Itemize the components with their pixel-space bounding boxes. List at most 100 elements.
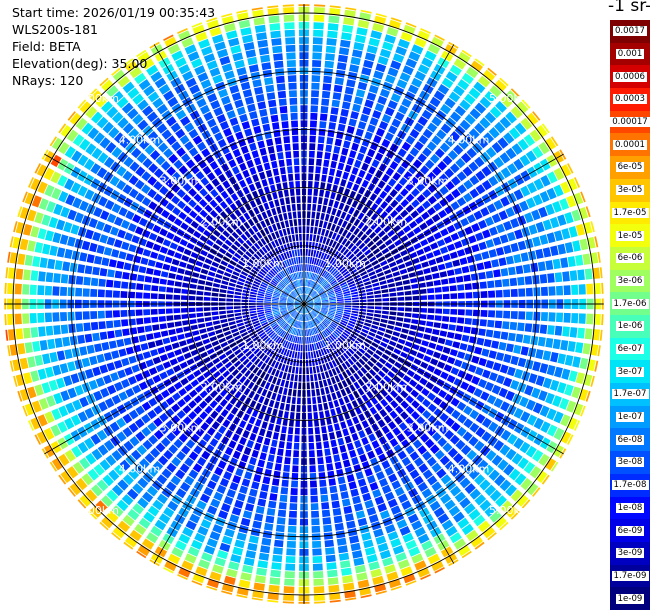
range-gate [79, 252, 88, 262]
nrays-text: NRays: 120 [12, 73, 84, 88]
range-gate [317, 227, 322, 235]
range-gate [396, 79, 408, 89]
range-gate [449, 349, 458, 357]
range-gate [493, 398, 504, 409]
range-gate [305, 241, 309, 249]
range-gate [315, 334, 319, 342]
range-gate [271, 323, 278, 328]
range-gate [474, 122, 486, 134]
range-gate [408, 546, 421, 557]
range-gate [206, 361, 214, 369]
range-gate [23, 223, 33, 236]
range-gate [487, 280, 495, 289]
range-gate [160, 437, 171, 448]
range-gate [244, 369, 251, 378]
range-gate [340, 246, 347, 254]
range-gate [351, 432, 359, 441]
range-gate [312, 196, 318, 204]
range-gate [155, 339, 164, 347]
range-gate [335, 262, 342, 269]
range-gate [297, 296, 303, 302]
range-gate [287, 75, 297, 83]
range-gate [471, 375, 481, 385]
range-gate [268, 285, 275, 290]
range-gate [231, 92, 242, 101]
range-gate [243, 221, 251, 230]
range-gate [385, 394, 394, 403]
range-gate [332, 415, 338, 424]
range-gate [524, 275, 533, 285]
range-gate [517, 276, 525, 286]
range-gate [597, 345, 601, 357]
range-gate [287, 334, 292, 341]
range-gate [169, 242, 178, 250]
range-gate [505, 390, 515, 401]
range-gate [67, 209, 77, 221]
range-gate [291, 351, 295, 358]
range-gate [508, 332, 516, 342]
range-gate [343, 248, 350, 256]
range-gate [334, 289, 342, 293]
range-gate [54, 337, 63, 348]
range-gate [378, 326, 386, 332]
range-gate [283, 586, 295, 594]
range-gate [239, 485, 248, 495]
range-gate [286, 304, 294, 306]
range-gate [271, 208, 277, 216]
range-gate [264, 305, 271, 307]
range-gate [292, 319, 297, 327]
range-gate [91, 404, 102, 416]
range-gate [307, 196, 312, 203]
range-gate [385, 205, 394, 214]
range-gate [153, 168, 164, 179]
colorbar-level: 0.0001 [610, 133, 650, 157]
range-gate [245, 49, 256, 58]
range-gate [134, 72, 147, 85]
range-gate [386, 571, 399, 581]
range-gate [320, 252, 325, 260]
range-gate [350, 542, 361, 552]
range-gate [34, 384, 44, 396]
range-gate [280, 308, 287, 311]
range-gate [340, 354, 347, 362]
range-gate [311, 510, 320, 518]
range-gate [174, 321, 182, 327]
range-gate [223, 272, 232, 278]
range-gate [337, 244, 344, 252]
range-gate [58, 453, 70, 467]
range-gate [387, 498, 398, 508]
range-gate [237, 461, 247, 470]
range-gate [446, 269, 455, 277]
range-gate [381, 234, 390, 242]
range-gate [247, 542, 258, 552]
range-gate [196, 500, 207, 510]
range-gate [228, 235, 236, 243]
range-gate [388, 315, 396, 321]
range-gate [547, 424, 558, 437]
range-gate [344, 300, 352, 303]
range-gate [479, 499, 492, 512]
range-gate [222, 326, 230, 332]
range-gate [424, 547, 437, 558]
range-gate [374, 103, 385, 112]
ray [49, 136, 302, 303]
range-gate [396, 370, 405, 379]
range-gate [221, 280, 229, 286]
range-gate [247, 381, 255, 390]
range-gate [306, 297, 311, 302]
range-gate [302, 306, 304, 314]
range-gate [153, 269, 162, 277]
range-gate [274, 369, 280, 377]
range-gate [477, 459, 489, 471]
range-gate [152, 224, 162, 234]
range-gate [181, 314, 189, 320]
range-gate [546, 187, 557, 200]
range-gate [250, 269, 258, 275]
range-gate [370, 378, 378, 386]
range-gate [308, 280, 311, 287]
range-gate [526, 399, 536, 411]
range-gate [91, 484, 103, 497]
range-gate [355, 89, 366, 98]
range-gate [91, 448, 103, 461]
range-gate [298, 296, 303, 302]
